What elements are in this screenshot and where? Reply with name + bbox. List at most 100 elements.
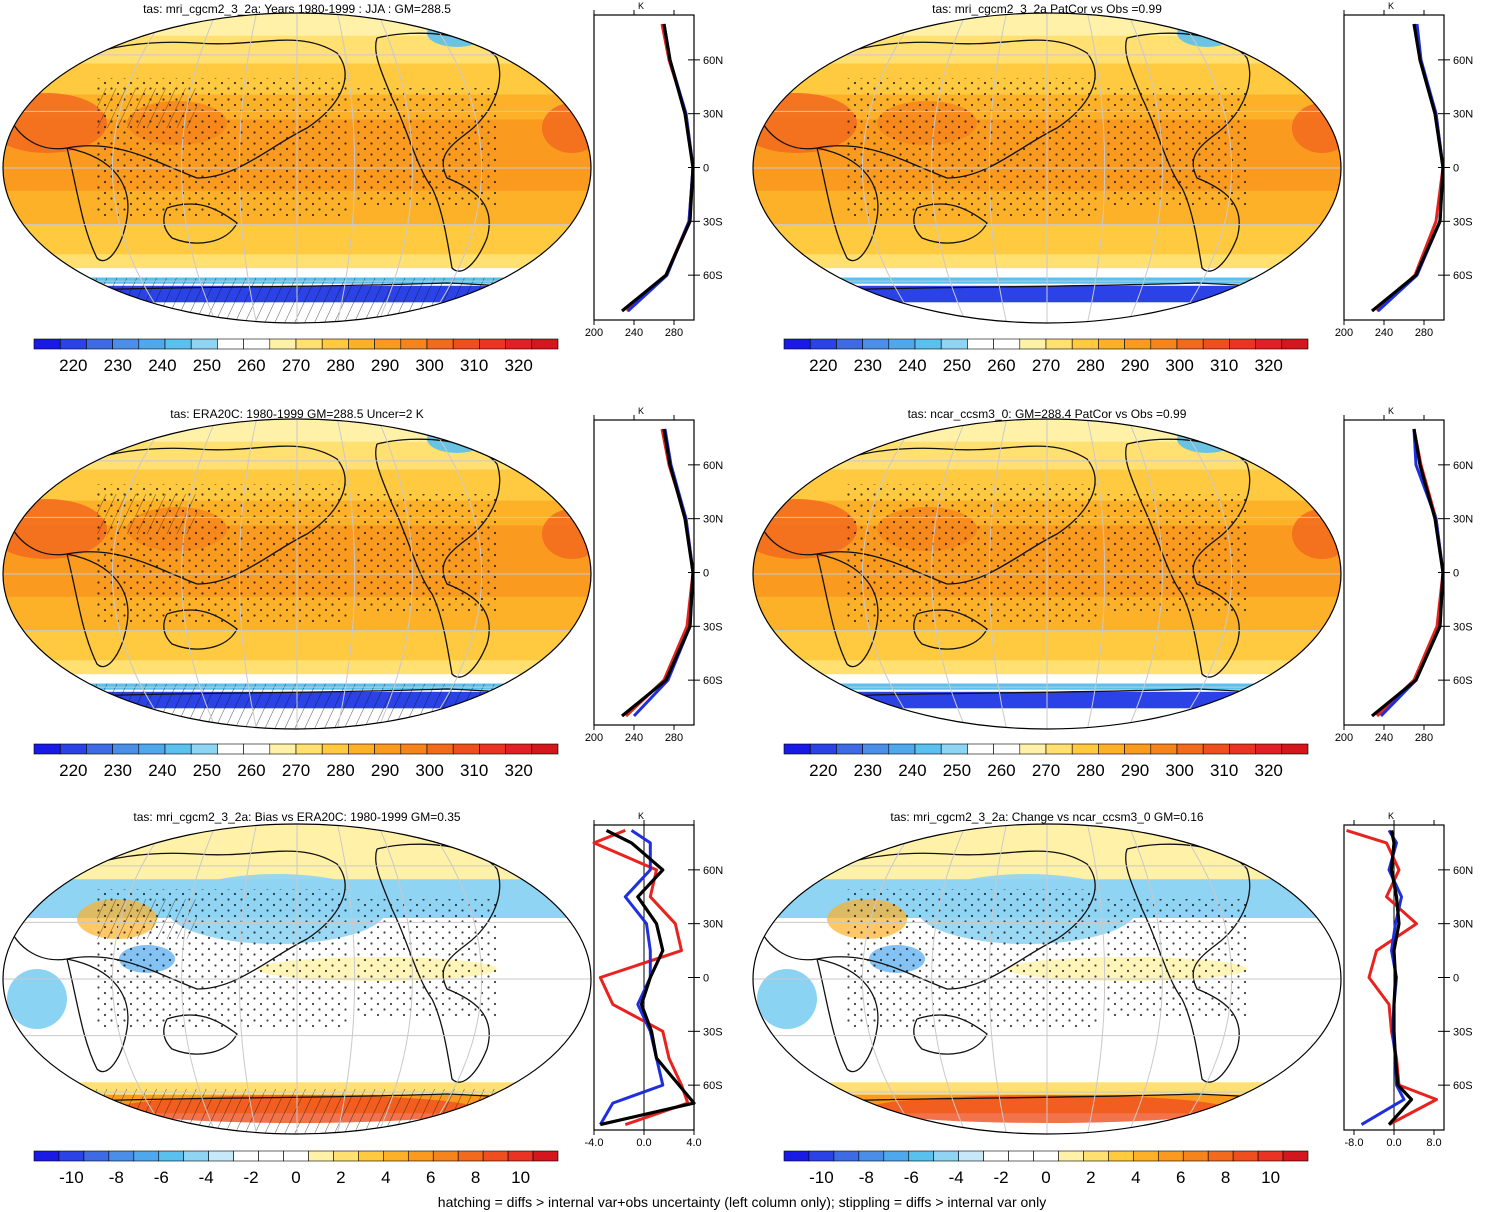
colorbar-swatch	[1150, 743, 1178, 755]
zonal-unit-label: K	[1388, 811, 1394, 821]
colorbar-tick-label: 310	[1210, 761, 1238, 780]
colorbar-swatch	[407, 1150, 434, 1162]
colorbar-swatch	[432, 1150, 459, 1162]
zonal-x-label: -4.0	[585, 1137, 604, 1149]
colorbar-swatch	[967, 338, 994, 350]
colorbar-swatch	[158, 1150, 185, 1162]
colorbar-swatch	[269, 338, 297, 350]
colorbar-tick-label: 310	[1210, 356, 1238, 375]
colorbar-swatch	[1257, 1150, 1284, 1162]
zonal-unit-label: K	[638, 811, 644, 821]
colorbar-swatch	[295, 338, 323, 350]
colorbar-tick-label: 290	[1121, 356, 1149, 375]
zonal-x-label: 4.0	[686, 1137, 701, 1149]
colorbar-swatch	[269, 743, 297, 755]
colorbar-swatch	[374, 743, 402, 755]
colorbar-tick-label: 250	[193, 761, 221, 780]
colorbar-swatch	[479, 338, 506, 350]
colorbar-swatch	[112, 338, 140, 350]
zonal-lat-label: 60N	[703, 865, 723, 877]
colorbar-swatch	[808, 1150, 835, 1162]
colorbar-swatch	[888, 338, 916, 350]
zonal-lat-label: 0	[703, 163, 709, 175]
zonal-mean-plot: 60N 30N 0 30S 60S 200 240 280 K	[1335, 1, 1473, 339]
panel-title: tas: ncar_ccsm3_0: GM=288.4 PatCor vs Ob…	[908, 407, 1187, 421]
colorbar-swatch	[1229, 338, 1256, 350]
colorbar-swatch	[217, 338, 244, 350]
zonal-series-line	[1379, 428, 1445, 718]
colorbar-tick-label: 240	[898, 356, 926, 375]
colorbar-swatch	[58, 1150, 85, 1162]
panel-3: tas: ERA20C: 1980-1999 GM=288.5 Uncer=2 …	[2, 406, 723, 780]
colorbar-tick-label: 220	[809, 356, 837, 375]
zonal-x-label: 200	[585, 732, 603, 744]
colorbar-swatch	[112, 743, 140, 755]
colorbar-swatch	[1229, 743, 1256, 755]
colorbar-swatch	[59, 338, 87, 350]
zonal-unit-label: K	[638, 1, 644, 11]
colorbar-swatch	[967, 743, 994, 755]
colorbar-swatch	[1071, 338, 1099, 350]
zonal-lat-label: 30N	[1453, 919, 1473, 931]
colorbar-tick-label: 270	[282, 761, 310, 780]
colorbar-swatch	[862, 338, 890, 350]
colorbar-tick-label: 230	[854, 761, 882, 780]
colorbar-swatch	[783, 743, 811, 755]
zonal-mean-plot: 60N 30N 0 30S 60S -4.0 0.0 4.0 K	[585, 811, 724, 1149]
colorbar-tick-label: 8	[471, 1168, 480, 1187]
colorbar-swatch	[888, 743, 916, 755]
colorbar-swatch	[426, 743, 454, 755]
zonal-series-line	[599, 829, 665, 1126]
zonal-unit-label: K	[1388, 406, 1394, 416]
colorbar-tick-label: -8	[859, 1168, 874, 1187]
colorbar-tick-label: -2	[994, 1168, 1009, 1187]
zonal-mean-plot: 60N 30N 0 30S 60S 200 240 280 K	[1335, 406, 1473, 744]
colorbar-tick-label: 0	[1041, 1168, 1050, 1187]
zonal-x-label: 8.0	[1426, 1137, 1441, 1149]
zonal-series-line	[620, 23, 695, 313]
colorbar: 220 230 240 250 260 270 280 290 300 310 320	[33, 338, 559, 375]
colorbar-tick-label: 260	[237, 761, 265, 780]
panel-6: tas: mri_cgcm2_3_2a: Change vs ncar_ccsm…	[752, 810, 1473, 1187]
colorbar-tick-label: 250	[943, 761, 971, 780]
colorbar-swatch	[1098, 338, 1125, 350]
colorbar-swatch	[809, 338, 837, 350]
zonal-x-label: 280	[665, 327, 683, 339]
colorbar-swatch	[452, 743, 480, 755]
colorbar-tick-label: 2	[1086, 1168, 1095, 1187]
panel-2: tas: mri_cgcm2_3_2a PatCor vs Obs =0.99 2…	[752, 1, 1473, 375]
panel-title: tas: mri_cgcm2_3_2a PatCor vs Obs =0.99	[932, 2, 1162, 16]
colorbar: 220 230 240 250 260 270 280 290 300 310 320	[783, 338, 1309, 375]
colorbar-swatch	[1108, 1150, 1134, 1162]
panel-5: tas: mri_cgcm2_3_2a: Bias vs ERA20C: 198…	[2, 810, 724, 1187]
zonal-series-line	[1387, 830, 1414, 1126]
zonal-series-line	[620, 428, 695, 718]
colorbar-tick-label: 4	[1131, 1168, 1140, 1187]
colorbar-tick-label: 240	[148, 761, 176, 780]
colorbar-swatch	[531, 743, 559, 755]
zonal-unit-label: K	[638, 406, 644, 416]
colorbar-tick-label: 290	[371, 356, 399, 375]
colorbar-tick-label: 220	[59, 761, 87, 780]
zonal-lat-label: 30N	[1453, 514, 1473, 526]
colorbar-swatch	[400, 743, 428, 755]
colorbar-swatch	[983, 1150, 1009, 1162]
colorbar-swatch	[908, 1150, 935, 1162]
colorbar-swatch	[138, 338, 166, 350]
colorbar-tick-label: 320	[1255, 356, 1283, 375]
colorbar-swatch	[217, 743, 244, 755]
colorbar-swatch	[86, 743, 113, 755]
colorbar: 220 230 240 250 260 270 280 290 300 310 320	[783, 743, 1309, 780]
colorbar-tick-label: 240	[898, 761, 926, 780]
panel-title: tas: ERA20C: 1980-1999 GM=288.5 Uncer=2 …	[170, 407, 423, 421]
colorbar-swatch	[383, 1150, 409, 1162]
colorbar-tick-label: 300	[1165, 761, 1193, 780]
colorbar: 220 230 240 250 260 270 280 290 300 310 320	[33, 743, 559, 780]
colorbar-swatch	[321, 743, 349, 755]
colorbar-tick-label: 250	[193, 356, 221, 375]
colorbar-swatch	[283, 1150, 309, 1162]
colorbar-swatch	[833, 1150, 860, 1162]
colorbar-swatch	[1124, 338, 1152, 350]
colorbar-swatch	[400, 338, 428, 350]
zonal-lat-label: 0	[703, 568, 709, 580]
